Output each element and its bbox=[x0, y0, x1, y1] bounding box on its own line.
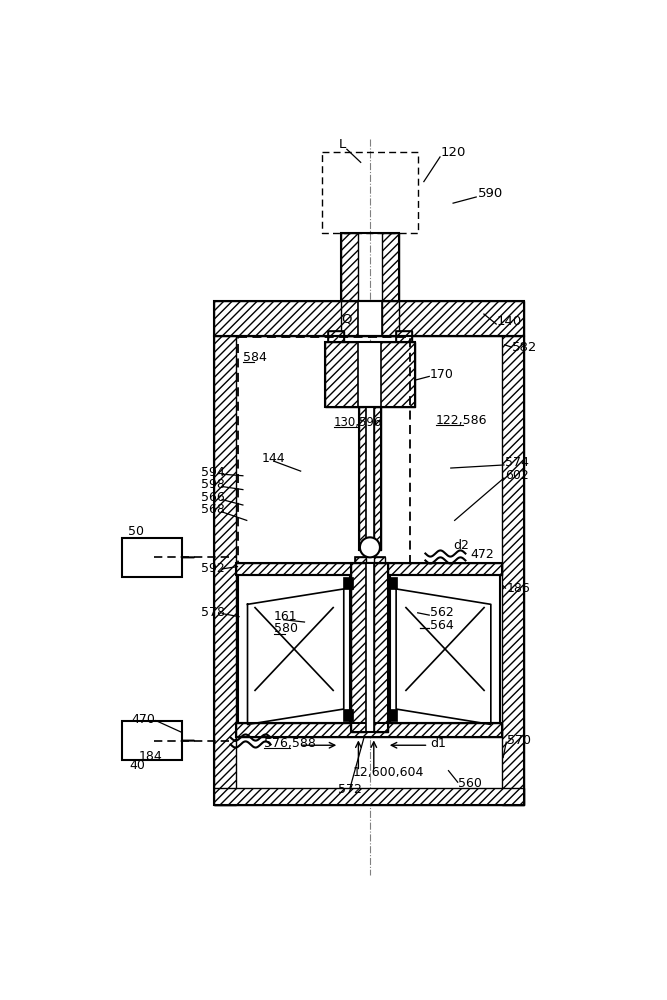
Bar bbox=[236, 563, 502, 575]
Text: 140: 140 bbox=[497, 315, 522, 328]
Text: 576,588: 576,588 bbox=[263, 737, 315, 750]
Text: 592: 592 bbox=[201, 562, 224, 575]
Bar bbox=[122, 538, 182, 577]
Text: 574: 574 bbox=[505, 456, 528, 469]
Bar bbox=[343, 577, 353, 589]
Bar bbox=[214, 336, 524, 805]
Circle shape bbox=[360, 537, 380, 557]
Bar bbox=[236, 563, 502, 575]
Text: 564: 564 bbox=[430, 619, 454, 632]
Bar bbox=[341, 301, 358, 336]
Bar bbox=[390, 575, 500, 723]
Bar bbox=[374, 407, 381, 550]
Text: 122,586: 122,586 bbox=[436, 414, 488, 427]
Text: 161: 161 bbox=[273, 610, 297, 623]
Text: d1: d1 bbox=[430, 737, 446, 750]
Bar bbox=[214, 301, 524, 336]
Bar bbox=[359, 407, 381, 550]
Bar bbox=[238, 575, 350, 723]
Bar bbox=[502, 336, 524, 805]
Text: 184: 184 bbox=[139, 750, 162, 763]
Bar bbox=[328, 331, 344, 342]
Bar bbox=[358, 301, 382, 336]
Text: 602: 602 bbox=[505, 469, 528, 482]
Bar bbox=[236, 723, 502, 737]
Bar bbox=[214, 336, 236, 805]
Text: 580: 580 bbox=[273, 622, 297, 635]
Bar bbox=[341, 233, 358, 301]
Text: d2: d2 bbox=[453, 539, 469, 552]
Bar bbox=[328, 331, 344, 342]
Bar bbox=[325, 342, 415, 407]
Bar bbox=[355, 557, 386, 565]
Bar bbox=[214, 301, 524, 336]
Text: 562: 562 bbox=[430, 606, 454, 619]
Text: 598: 598 bbox=[201, 478, 224, 491]
Text: L: L bbox=[339, 138, 346, 151]
Text: 594: 594 bbox=[201, 466, 224, 479]
Polygon shape bbox=[247, 589, 344, 724]
Bar bbox=[214, 788, 524, 805]
Text: 40: 40 bbox=[129, 759, 145, 772]
Bar bbox=[341, 233, 400, 301]
Bar bbox=[359, 407, 366, 550]
Text: 566: 566 bbox=[201, 491, 224, 504]
Bar bbox=[382, 301, 400, 336]
Bar bbox=[396, 331, 412, 342]
Bar bbox=[396, 331, 412, 342]
Bar bbox=[352, 563, 388, 732]
Text: 470: 470 bbox=[131, 713, 155, 726]
Bar bbox=[122, 721, 182, 760]
Text: 12,600,604: 12,600,604 bbox=[353, 766, 424, 779]
Bar bbox=[341, 301, 400, 336]
Bar bbox=[387, 577, 397, 589]
Text: 50: 50 bbox=[128, 525, 144, 538]
Text: 120: 120 bbox=[441, 146, 466, 159]
Bar bbox=[366, 407, 374, 550]
Bar bbox=[366, 563, 374, 732]
Bar bbox=[374, 557, 386, 565]
Text: 584: 584 bbox=[243, 351, 267, 364]
Text: 578: 578 bbox=[201, 606, 225, 619]
Text: 568: 568 bbox=[201, 503, 224, 516]
Text: 560: 560 bbox=[458, 777, 482, 790]
Text: 572: 572 bbox=[338, 783, 362, 796]
Bar bbox=[325, 342, 415, 407]
Text: 144: 144 bbox=[262, 452, 285, 465]
Text: Q: Q bbox=[342, 312, 352, 325]
Text: 570: 570 bbox=[507, 734, 531, 747]
Text: 582: 582 bbox=[512, 341, 538, 354]
Bar bbox=[355, 557, 366, 565]
Bar bbox=[236, 723, 502, 737]
Bar bbox=[343, 709, 353, 721]
Text: 472: 472 bbox=[470, 548, 494, 561]
Bar bbox=[374, 563, 388, 732]
Text: 130,596: 130,596 bbox=[334, 416, 382, 429]
Bar bbox=[352, 563, 366, 732]
Bar bbox=[382, 233, 400, 301]
Text: 170: 170 bbox=[430, 368, 454, 381]
Text: 186: 186 bbox=[507, 582, 531, 595]
Bar bbox=[358, 342, 382, 407]
Polygon shape bbox=[396, 589, 491, 724]
Text: 590: 590 bbox=[478, 187, 503, 200]
Bar bbox=[387, 709, 397, 721]
